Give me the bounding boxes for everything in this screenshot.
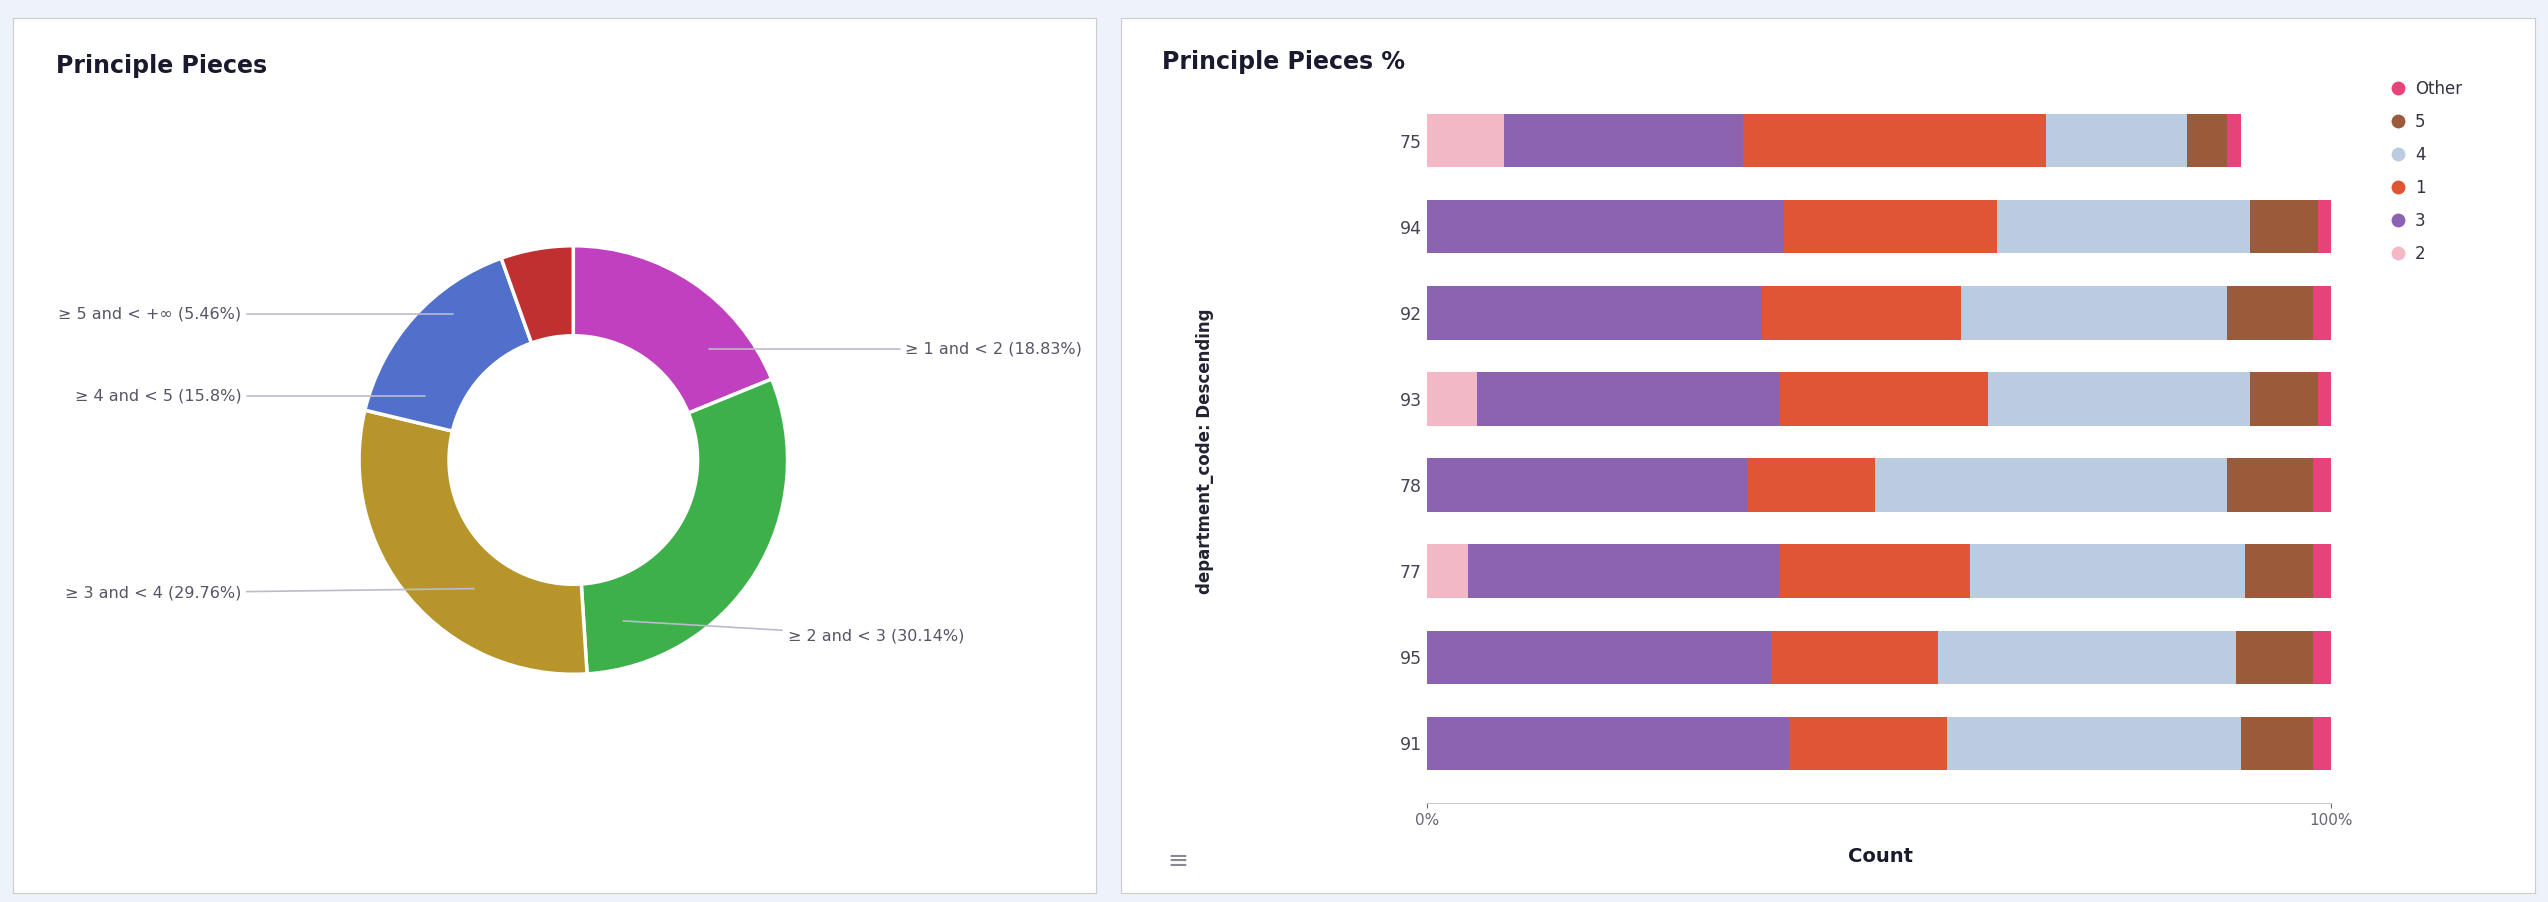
Bar [1875,458,2227,511]
Bar [1427,286,1761,339]
Bar [1987,373,2250,426]
Bar [2227,458,2314,511]
Text: department_code: Descending: department_code: Descending [1195,308,1215,594]
Wedge shape [359,410,586,675]
Text: ≡: ≡ [1167,850,1187,873]
Bar [1761,286,1959,339]
Bar [2250,373,2319,426]
Bar [1784,200,1998,253]
Text: ≥ 1 and < 2 (18.83%): ≥ 1 and < 2 (18.83%) [708,341,1083,356]
Bar [1503,114,1743,168]
Bar [2227,114,2242,168]
Bar [2314,716,2331,770]
Bar [2314,630,2331,684]
Bar [2186,114,2227,168]
Bar [2314,458,2331,511]
Bar [2227,286,2314,339]
Bar [1427,716,1789,770]
Text: Principle Pieces %: Principle Pieces % [1162,50,1404,74]
Wedge shape [573,245,772,413]
Bar [1427,630,1771,684]
Bar [1959,286,2227,339]
Wedge shape [502,245,573,343]
Bar [1970,545,2245,598]
Wedge shape [581,379,787,674]
Bar [1779,545,1970,598]
Bar [2314,286,2331,339]
Bar [2314,545,2331,598]
Bar [1939,630,2237,684]
Bar [1748,458,1875,511]
Bar [1789,716,1947,770]
Bar [1743,114,2046,168]
Wedge shape [364,258,533,431]
Bar [2242,716,2314,770]
Bar [1998,200,2250,253]
Text: ≥ 3 and < 4 (29.76%): ≥ 3 and < 4 (29.76%) [64,585,474,601]
Text: ≥ 5 and < +∞ (5.46%): ≥ 5 and < +∞ (5.46%) [59,307,454,322]
Text: Count: Count [1847,847,1914,866]
Bar [1771,630,1939,684]
Text: ≥ 4 and < 5 (15.8%): ≥ 4 and < 5 (15.8%) [74,388,426,403]
Bar [2245,545,2314,598]
Bar [1427,458,1748,511]
Bar [2250,200,2319,253]
Bar [1478,373,1779,426]
Bar [2319,373,2331,426]
Bar [2046,114,2186,168]
Bar [1468,545,1779,598]
Bar [1947,716,2242,770]
Text: Principle Pieces: Principle Pieces [56,54,268,78]
Bar [1427,114,1503,168]
Bar [1779,373,1987,426]
Text: ≥ 2 and < 3 (30.14%): ≥ 2 and < 3 (30.14%) [624,621,963,643]
Bar [2237,630,2314,684]
Bar [1427,545,1468,598]
Legend: Other, 5, 4, 1, 3, 2: Other, 5, 4, 1, 3, 2 [2385,75,2466,268]
Bar [1427,200,1784,253]
Bar [2319,200,2331,253]
Bar [1427,373,1478,426]
